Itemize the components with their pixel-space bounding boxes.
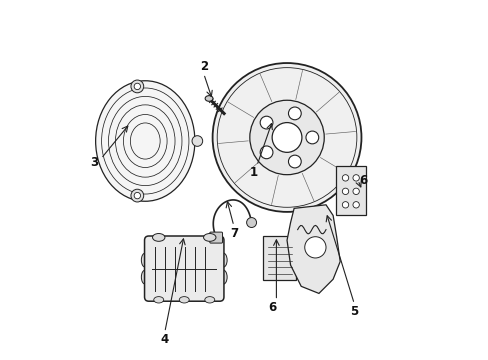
Circle shape (304, 237, 325, 258)
Circle shape (212, 63, 361, 212)
Circle shape (272, 123, 301, 152)
FancyBboxPatch shape (209, 232, 222, 243)
Circle shape (260, 146, 272, 159)
Text: 6: 6 (268, 301, 276, 314)
Text: 2: 2 (199, 60, 207, 73)
Circle shape (192, 136, 202, 146)
Ellipse shape (219, 253, 226, 267)
Ellipse shape (204, 297, 214, 303)
Text: 7: 7 (229, 227, 238, 240)
Text: 5: 5 (349, 305, 358, 318)
Circle shape (249, 100, 324, 175)
Circle shape (246, 217, 256, 228)
Ellipse shape (141, 270, 149, 284)
Text: 1: 1 (249, 166, 257, 179)
Text: 6: 6 (358, 174, 366, 186)
Polygon shape (286, 205, 340, 293)
Circle shape (342, 188, 348, 194)
Ellipse shape (219, 270, 226, 284)
Ellipse shape (205, 96, 212, 101)
Circle shape (288, 107, 301, 120)
Circle shape (342, 202, 348, 208)
Circle shape (134, 83, 140, 90)
Circle shape (352, 202, 359, 208)
Circle shape (134, 192, 140, 199)
Ellipse shape (152, 234, 164, 241)
FancyBboxPatch shape (263, 236, 296, 280)
FancyBboxPatch shape (144, 236, 224, 301)
Circle shape (131, 80, 143, 93)
Ellipse shape (179, 297, 189, 303)
Ellipse shape (96, 81, 195, 201)
Circle shape (131, 189, 143, 202)
Circle shape (352, 188, 359, 194)
Circle shape (288, 155, 301, 168)
Ellipse shape (203, 234, 216, 241)
Circle shape (342, 175, 348, 181)
Text: 4: 4 (160, 333, 168, 346)
Circle shape (352, 175, 359, 181)
Ellipse shape (141, 253, 149, 267)
Circle shape (305, 131, 318, 144)
FancyBboxPatch shape (335, 166, 365, 215)
Ellipse shape (153, 297, 163, 303)
Circle shape (260, 116, 272, 129)
Text: 3: 3 (90, 156, 98, 169)
